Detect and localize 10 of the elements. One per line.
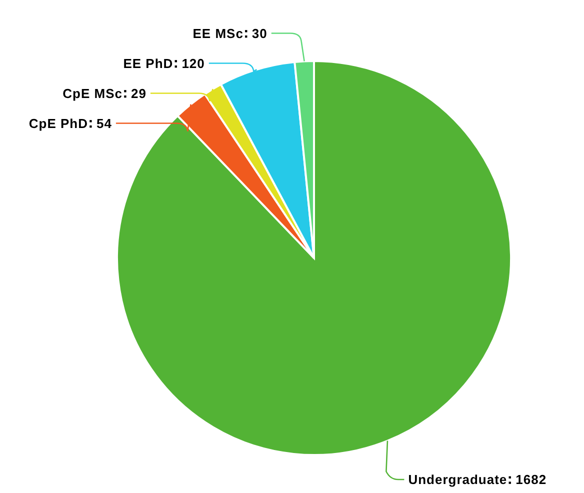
slice-label: CpE MSc [62,86,122,101]
slice-label: CpE PhD [28,116,88,131]
data-label: 29 [131,86,146,101]
slice-label: EE MSc [192,26,244,41]
data-label: 1682 [516,472,547,488]
data-label: 120 [182,56,205,71]
slice-label: EE PhD [123,56,174,71]
slice-label: Undergraduate [408,472,508,488]
data-label: 30 [252,26,268,41]
data-label: 54 [96,116,112,131]
